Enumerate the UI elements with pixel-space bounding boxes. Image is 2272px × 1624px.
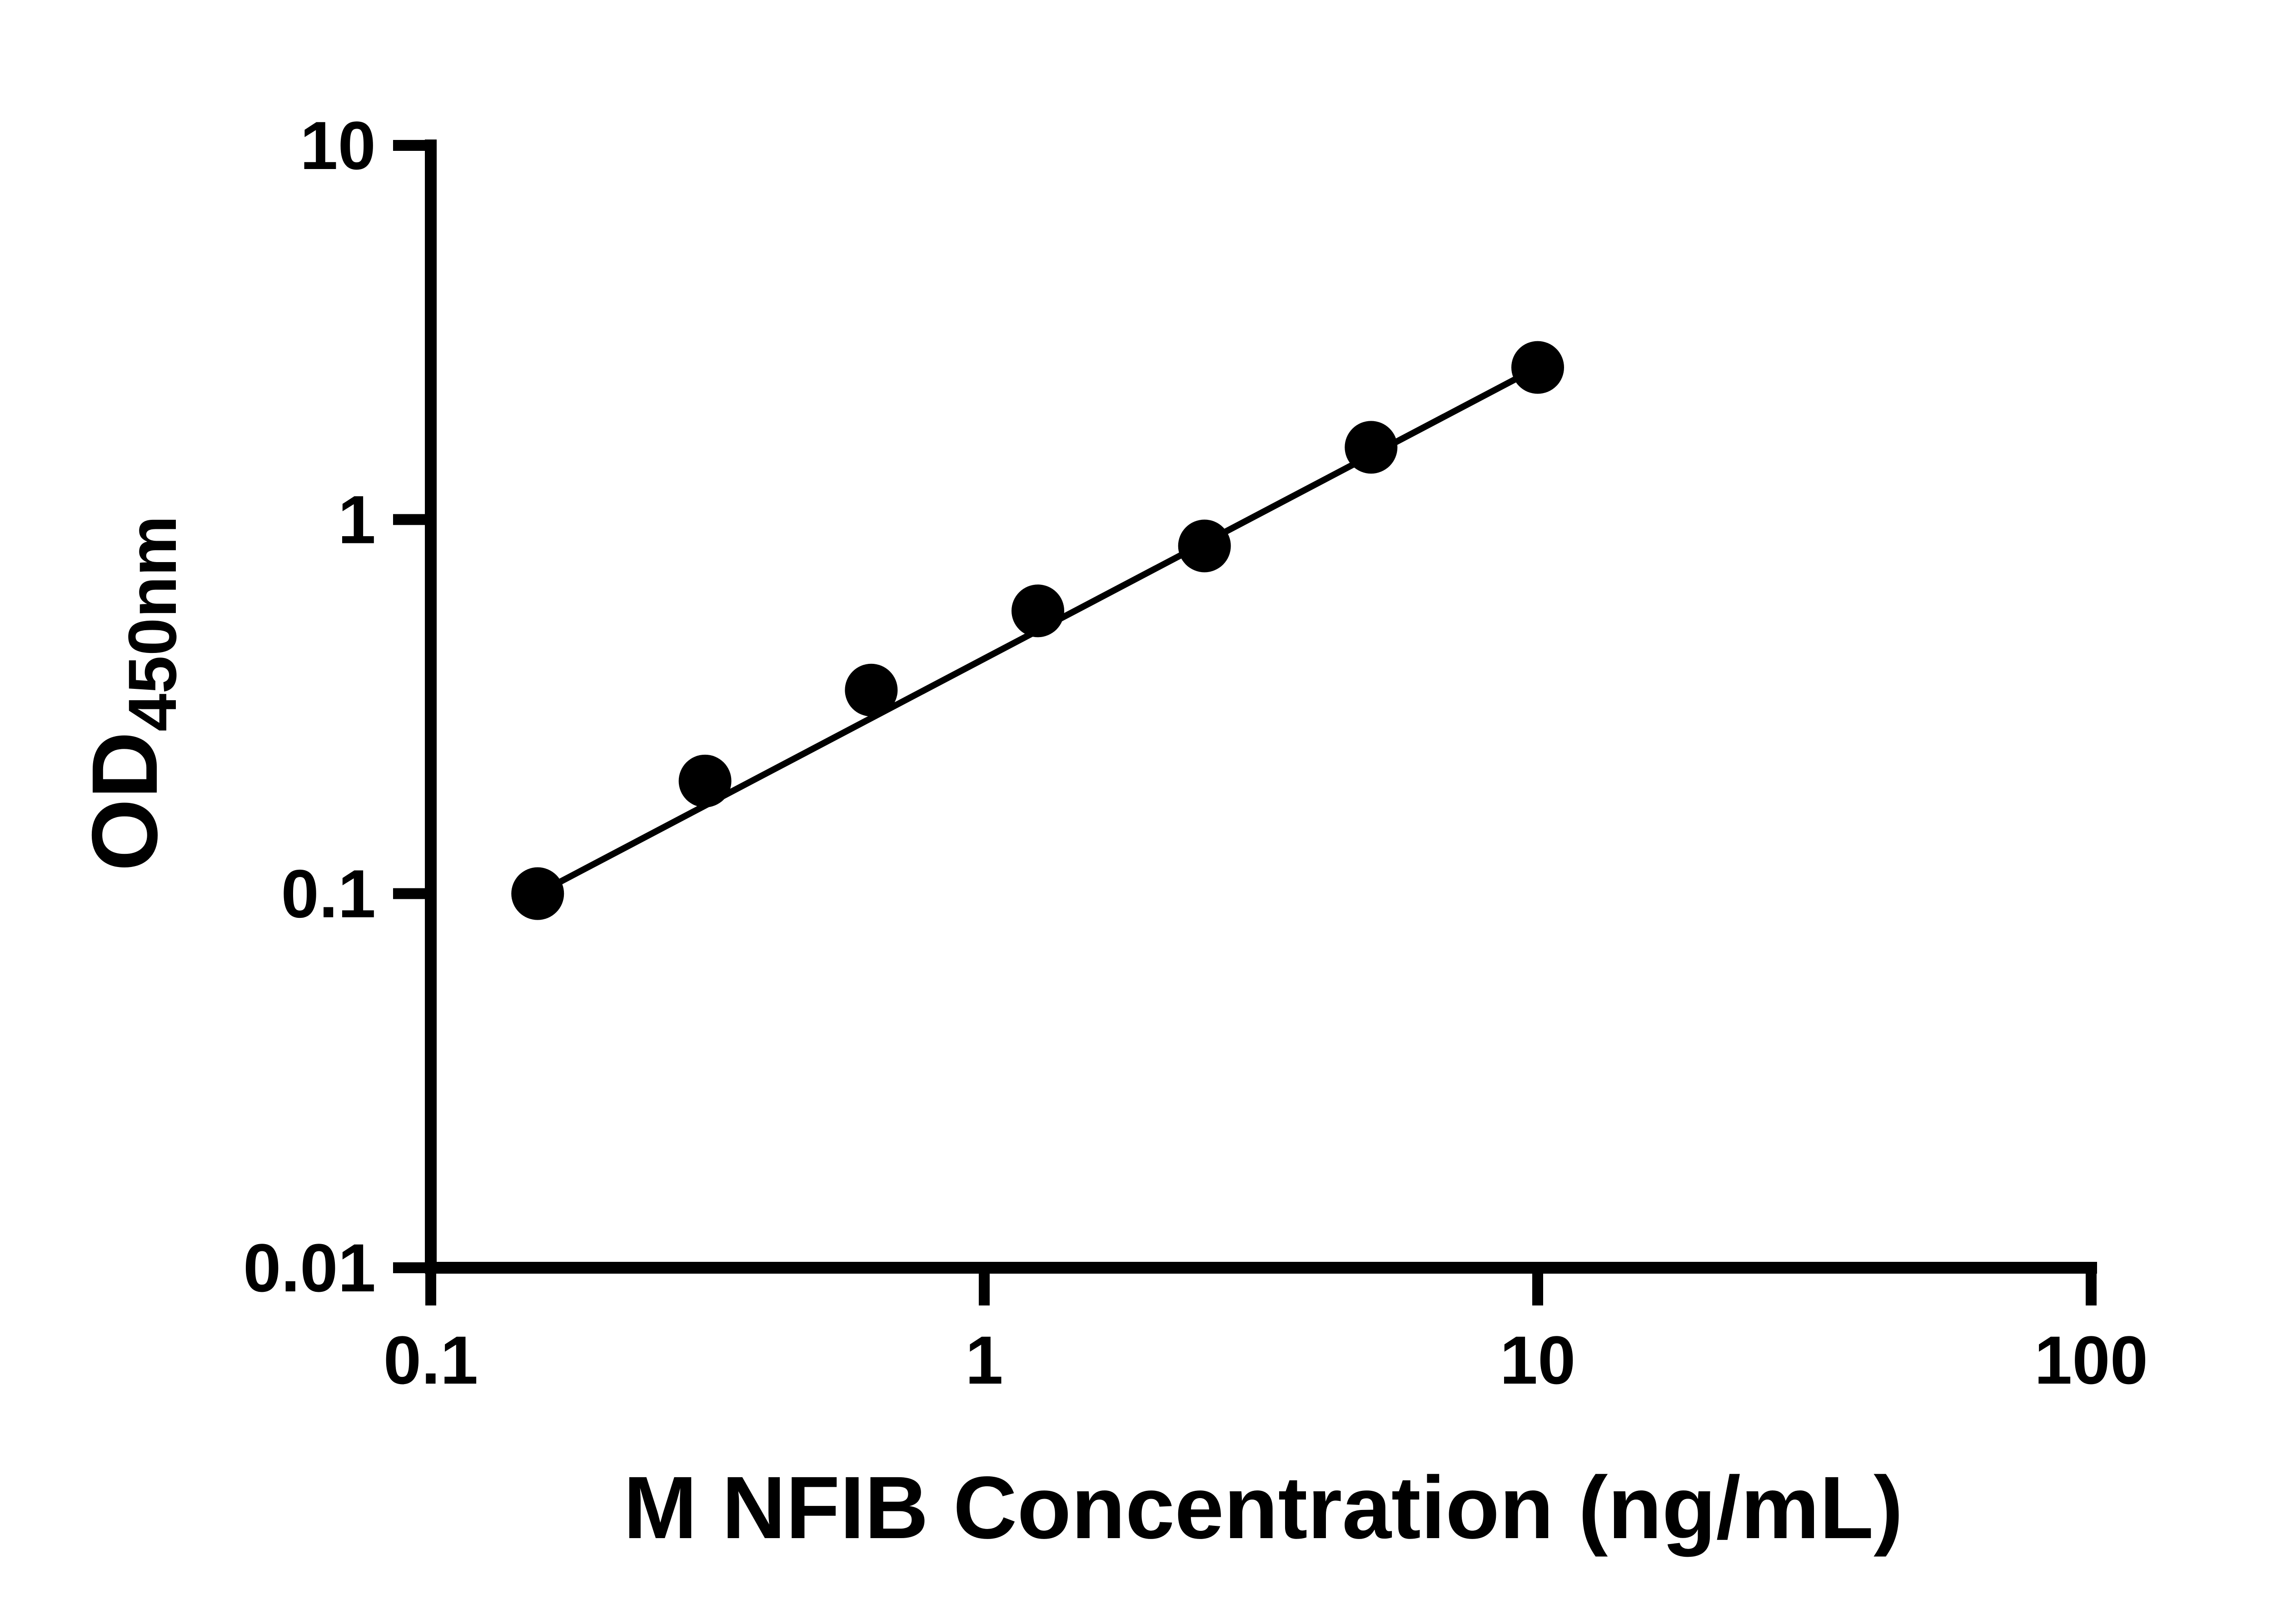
y-tick-label: 0.01 xyxy=(243,1230,376,1306)
y-axis-title-subscript: 450nm xyxy=(114,516,190,732)
axis-ticks xyxy=(393,140,2097,1305)
data-point xyxy=(1511,341,1564,394)
x-axis-title: M NFIB Concentration (ng/mL) xyxy=(623,1458,1903,1557)
axes xyxy=(425,139,2097,1274)
x-tick-label: 1 xyxy=(965,1322,1003,1398)
data-point xyxy=(678,754,732,807)
axis-frame xyxy=(425,139,2097,1274)
y-tick-label: 10 xyxy=(300,107,376,184)
x-tick-label: 100 xyxy=(2034,1322,2148,1398)
data-point xyxy=(1011,584,1065,638)
y-axis-title: OD450nm xyxy=(73,516,190,872)
x-tick-label: 0.1 xyxy=(384,1322,478,1398)
data-point xyxy=(511,867,564,920)
data-point xyxy=(1345,421,1398,474)
data-point xyxy=(845,663,898,717)
x-tick-label: 10 xyxy=(1500,1322,1576,1398)
data-point xyxy=(1178,519,1231,573)
y-axis-title-main: OD xyxy=(73,732,177,872)
y-tick-label: 1 xyxy=(338,481,376,558)
data-series xyxy=(511,341,1564,920)
y-tick-label: 0.1 xyxy=(281,856,376,932)
